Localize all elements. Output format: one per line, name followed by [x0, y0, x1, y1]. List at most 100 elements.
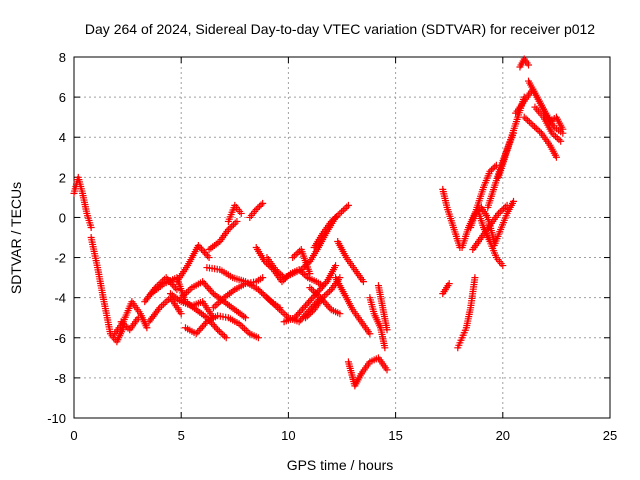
data-point: [471, 274, 479, 282]
data-point: [211, 322, 219, 330]
data-point: [202, 250, 210, 258]
data-point: [326, 287, 334, 295]
data-point: [217, 329, 225, 337]
x-tick-label: 10: [281, 428, 295, 443]
data-point: [318, 295, 326, 303]
data-point: [302, 272, 310, 280]
data-point: [302, 302, 310, 310]
data-point: [302, 314, 310, 322]
data-point: [222, 334, 230, 342]
data-point: [317, 284, 325, 292]
axis-ticks: 0 5 10 15 20 25 -10 -8 -6 -4 -2 0 2 4 6 8: [47, 50, 617, 443]
data-point: [339, 206, 347, 214]
data-point: [297, 316, 305, 324]
data-point: [295, 309, 303, 317]
data-point: [117, 318, 125, 326]
data-point: [273, 267, 281, 275]
data-point: [254, 286, 262, 294]
data-point: [159, 300, 167, 308]
data-point: [334, 211, 342, 219]
data-point: [291, 314, 299, 322]
y-tick-label: 6: [59, 90, 66, 105]
data-point: [214, 326, 222, 334]
data-point: [277, 307, 285, 315]
data-point: [194, 328, 202, 336]
y-tick-label: 0: [59, 210, 66, 225]
data-point: [486, 167, 494, 175]
data-point: [307, 309, 315, 317]
data-point: [548, 129, 556, 137]
data-point: [510, 197, 518, 205]
data-point: [332, 213, 340, 221]
data-point: [525, 118, 533, 126]
data-point: [324, 302, 332, 310]
x-tick-label: 0: [70, 428, 77, 443]
data-point: [327, 217, 335, 225]
data-point: [199, 278, 207, 286]
data-point: [308, 295, 316, 303]
data-point: [256, 287, 264, 295]
data-point: [552, 132, 560, 140]
data-point: [298, 305, 306, 313]
data-point: [170, 282, 178, 290]
data-point: [192, 330, 200, 338]
data-point: [239, 323, 247, 331]
data-point: [252, 205, 260, 213]
data-point: [87, 223, 95, 231]
data-point: [278, 272, 286, 280]
data-point: [300, 303, 308, 311]
data-point: [536, 128, 544, 136]
y-tick-label: -10: [47, 411, 66, 426]
data-point: [491, 163, 499, 171]
data-point: [525, 61, 533, 69]
data-point: [295, 318, 303, 326]
data-point: [383, 326, 391, 334]
data-point: [200, 321, 208, 329]
data-point: [308, 285, 316, 293]
data-point: [212, 324, 220, 332]
data-point: [195, 326, 203, 334]
y-tick-label: 2: [59, 170, 66, 185]
data-point: [329, 216, 337, 224]
data-point: [306, 270, 314, 278]
data-point: [233, 217, 241, 225]
data-point: [445, 280, 453, 288]
data-point: [306, 297, 314, 305]
data-point: [205, 254, 213, 262]
data-point: [197, 325, 205, 333]
x-tick-label: 15: [388, 428, 402, 443]
data-point: [209, 321, 217, 329]
data-point: [184, 287, 192, 295]
x-axis-label: GPS time / hours: [287, 457, 394, 473]
data-point: [559, 125, 567, 133]
data-point: [522, 115, 530, 123]
data-point: [321, 279, 329, 287]
data-point: [275, 269, 283, 277]
data-point: [381, 344, 389, 352]
data-point: [527, 120, 535, 128]
data-point: [119, 319, 127, 327]
data-point: [499, 262, 507, 270]
data-point: [143, 324, 151, 332]
data-point: [520, 113, 528, 121]
data-point: [297, 307, 305, 315]
data-point: [326, 304, 334, 312]
x-tick-label: 20: [496, 428, 510, 443]
data-point: [338, 208, 346, 216]
data-point: [332, 262, 340, 270]
data-point: [173, 286, 181, 294]
data-point: [531, 123, 539, 131]
data-point: [317, 294, 325, 302]
data-point: [200, 248, 208, 256]
data-point: [344, 201, 352, 209]
data-point: [215, 327, 223, 335]
data-point: [259, 274, 267, 282]
data-point: [496, 208, 504, 216]
data-point: [242, 326, 250, 334]
data-point: [275, 305, 283, 313]
data-point: [199, 247, 207, 255]
data-point: [341, 205, 349, 213]
data-point: [211, 302, 219, 310]
data-point: [203, 283, 211, 291]
